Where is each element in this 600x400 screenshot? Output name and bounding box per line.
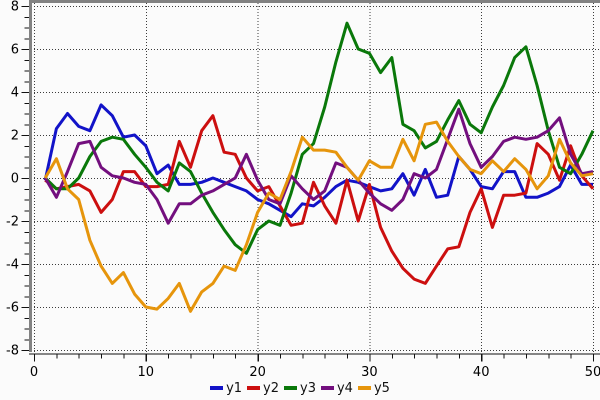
y-axis-tick-label: -4 — [6, 258, 19, 273]
axis-ticks — [21, 5, 595, 362]
y-axis-tick-label: 8 — [11, 0, 19, 15]
x-axis-tick-label: 0 — [30, 365, 38, 380]
x-axis-tick-label: 30 — [361, 365, 378, 380]
y-axis-tick-label: -6 — [6, 301, 19, 316]
axis-labels: -8 -6 -4 -2 0 2 4 6 8 0 10 20 30 40 50 — [6, 0, 600, 380]
series-line-y5 — [43, 120, 594, 313]
plot-border-top — [29, 0, 600, 3]
y-axis-tick-label: -2 — [6, 215, 19, 230]
x-axis-tick-label: 50 — [585, 365, 600, 380]
y-axis-tick-label: 6 — [11, 43, 19, 58]
series-lines — [43, 21, 595, 313]
grid-lines — [31, 3, 600, 352]
x-axis-tick-label: 20 — [249, 365, 266, 380]
series-line-y3 — [44, 21, 595, 255]
y-axis-tick-label: 4 — [11, 86, 19, 101]
plot-border-left — [29, 0, 32, 352]
y-axis-tick-label: -8 — [6, 344, 19, 359]
x-axis-tick-label: 40 — [473, 365, 490, 380]
series-line-y1 — [43, 103, 593, 219]
y-axis-tick-label: 0 — [11, 172, 19, 187]
y-axis-tick-label: 2 — [11, 129, 19, 144]
series-line-y4 — [43, 107, 594, 225]
x-axis-tick-label: 10 — [138, 365, 155, 380]
